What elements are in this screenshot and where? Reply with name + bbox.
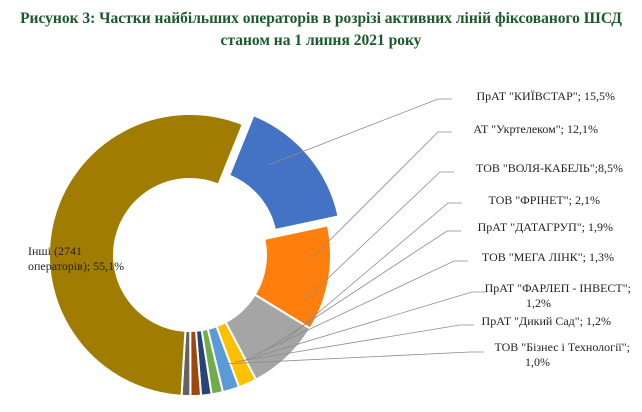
donut-slices (48, 113, 340, 398)
leader-line-4 (265, 230, 461, 351)
slice-labels: ПрАТ "КИЇВСТАР"; 15,5% АТ "Укртелеком"; 1… (28, 89, 631, 369)
chart-title: Рисунок 3: Частки найбільших операторів … (0, 8, 642, 52)
slice-label-5: ТОВ "МЕГА ЛІНК"; 1,3% (482, 250, 614, 264)
leader-line-6 (244, 291, 486, 361)
chart-title-line-1: Рисунок 3: Частки найбільших операторів … (20, 10, 622, 27)
slice-label-2: ТОВ "ВОЛЯ-КАБЕЛЬ";8,5% (476, 161, 623, 175)
leader-line-0 (267, 98, 452, 166)
slice-label-0: ПрАТ "КИЇВСТАР"; 15,5% (477, 89, 615, 103)
chart-title-line-2: станом на 1 липня 2021 року (220, 32, 422, 49)
slice-label-8: ТОВ "Бізнес і Технології"; 1,0% (494, 340, 630, 369)
donut-slice-9 (48, 113, 245, 397)
slice-label-1: АТ "Укртелеком"; 12,1% (473, 122, 598, 136)
slice-label-7: ПрАТ "Дикий Сад"; 1,2% (482, 314, 611, 328)
leader-line-7 (234, 324, 474, 363)
slice-label-3: ТОВ "ФРІНЕТ"; 2,1% (489, 193, 600, 207)
slice-label-4: ПрАТ "ДАТАГРУП"; 1,9% (478, 220, 613, 234)
leader-line-1 (311, 131, 452, 259)
donut-slice-0 (227, 113, 340, 232)
label-leader-lines (221, 98, 486, 365)
leader-line-5 (254, 260, 468, 356)
leader-line-3 (279, 202, 462, 346)
leader-line-8 (221, 351, 484, 365)
slice-label-9: Інші (2741 операторів); 55,1% (28, 244, 124, 273)
leader-line-2 (304, 171, 454, 301)
slice-label-6: ПрАТ "ФАРЛЕП - ІНВЕСТ"; 1,2% (485, 281, 631, 310)
